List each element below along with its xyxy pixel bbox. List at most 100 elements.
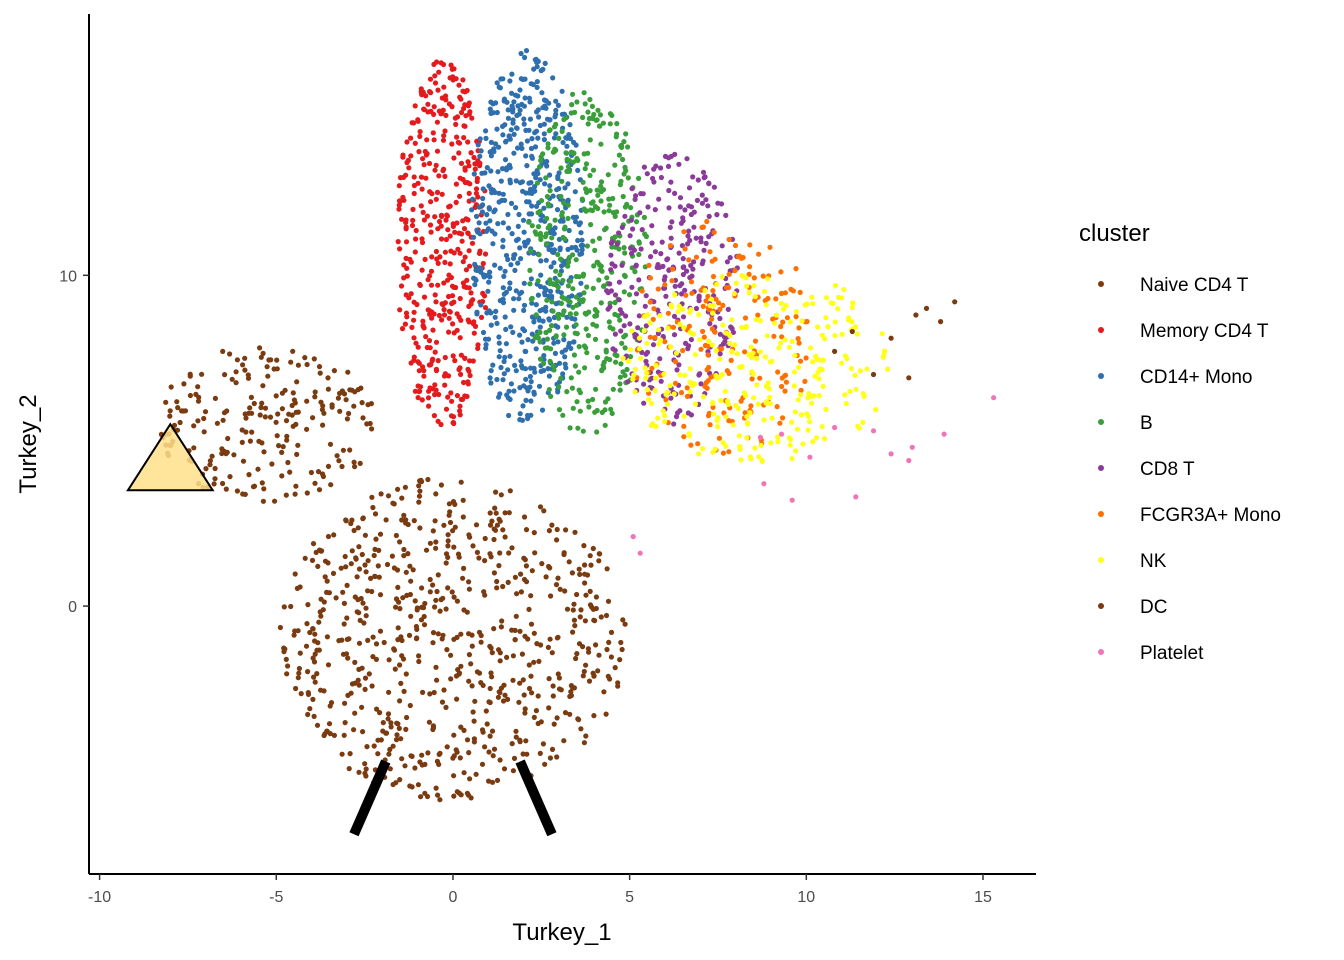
data-point — [574, 99, 580, 105]
data-point — [593, 642, 599, 648]
data-point — [547, 183, 553, 189]
data-point — [276, 443, 282, 449]
data-point — [403, 292, 409, 298]
data-point — [493, 510, 499, 516]
data-point — [247, 438, 253, 444]
data-point — [621, 245, 627, 251]
data-point — [681, 423, 687, 429]
data-point — [227, 474, 233, 480]
data-point — [588, 222, 594, 228]
data-point — [460, 575, 466, 581]
data-point — [472, 161, 478, 167]
data-point — [505, 225, 512, 231]
data-point — [762, 298, 768, 304]
data-point — [570, 304, 576, 310]
data-point — [445, 585, 451, 591]
legend-item-cd8-t: CD8 T — [1098, 459, 1195, 480]
data-point — [803, 355, 809, 361]
data-point — [519, 339, 525, 345]
data-point — [346, 410, 352, 417]
data-point — [295, 628, 301, 634]
data-point — [550, 281, 556, 287]
data-point — [647, 320, 653, 326]
data-point — [587, 553, 593, 559]
data-point — [669, 278, 675, 284]
data-point — [655, 330, 662, 337]
data-point — [450, 414, 457, 420]
series-nk — [620, 272, 891, 464]
data-point — [223, 451, 229, 457]
legend-item-naive-cd4-t: Naive CD4 T — [1098, 275, 1249, 296]
data-point — [457, 295, 463, 302]
data-point — [744, 414, 750, 420]
data-point — [248, 394, 254, 400]
data-point — [261, 486, 267, 492]
data-point — [307, 629, 313, 636]
data-point — [267, 414, 274, 420]
data-point — [565, 164, 572, 170]
data-point — [551, 231, 557, 237]
data-point — [357, 460, 363, 466]
data-point — [193, 391, 199, 397]
data-point — [195, 398, 202, 404]
data-point — [331, 532, 337, 538]
data-point — [576, 344, 582, 350]
data-point — [487, 218, 493, 224]
data-point — [416, 493, 423, 499]
data-point — [547, 172, 553, 178]
data-point — [318, 613, 324, 619]
data-point — [744, 283, 750, 289]
data-point — [610, 195, 616, 202]
data-point — [450, 420, 456, 426]
data-point — [716, 435, 723, 441]
data-point — [581, 543, 587, 549]
data-point — [331, 368, 337, 374]
data-point — [489, 228, 495, 234]
legend-key — [1098, 281, 1104, 287]
data-point — [551, 135, 558, 141]
data-point — [860, 419, 866, 425]
data-point — [709, 342, 715, 348]
data-point — [569, 102, 575, 108]
data-point — [175, 405, 181, 411]
data-point — [749, 369, 755, 375]
data-point — [491, 536, 497, 543]
data-point — [812, 373, 818, 379]
data-point — [489, 674, 495, 680]
data-point — [684, 385, 690, 391]
data-point — [510, 109, 516, 115]
data-point — [717, 306, 723, 312]
data-point — [514, 591, 520, 597]
data-point — [683, 340, 689, 346]
data-point — [511, 755, 518, 762]
data-point — [404, 265, 410, 271]
data-point — [789, 497, 795, 503]
data-point — [612, 162, 618, 168]
data-point — [681, 229, 687, 235]
data-point — [689, 290, 695, 296]
data-point — [426, 338, 433, 344]
data-point — [501, 358, 507, 365]
legend-item-platelet: Platelet — [1098, 643, 1204, 664]
data-point — [551, 340, 557, 346]
data-point — [528, 398, 534, 404]
data-point — [296, 670, 302, 676]
data-point — [558, 165, 564, 171]
data-point — [758, 442, 764, 449]
data-point — [501, 766, 508, 772]
data-point — [668, 395, 674, 401]
data-point — [272, 498, 278, 504]
data-point — [538, 236, 544, 242]
data-point — [498, 364, 504, 371]
data-point — [686, 228, 692, 234]
data-point — [454, 134, 460, 140]
data-point — [322, 574, 328, 580]
data-point — [437, 750, 443, 757]
data-point — [553, 98, 559, 104]
data-point — [480, 195, 486, 202]
data-point — [583, 326, 589, 332]
data-point — [577, 251, 583, 257]
data-point — [727, 333, 733, 339]
data-point — [233, 369, 239, 375]
data-point — [690, 174, 696, 180]
